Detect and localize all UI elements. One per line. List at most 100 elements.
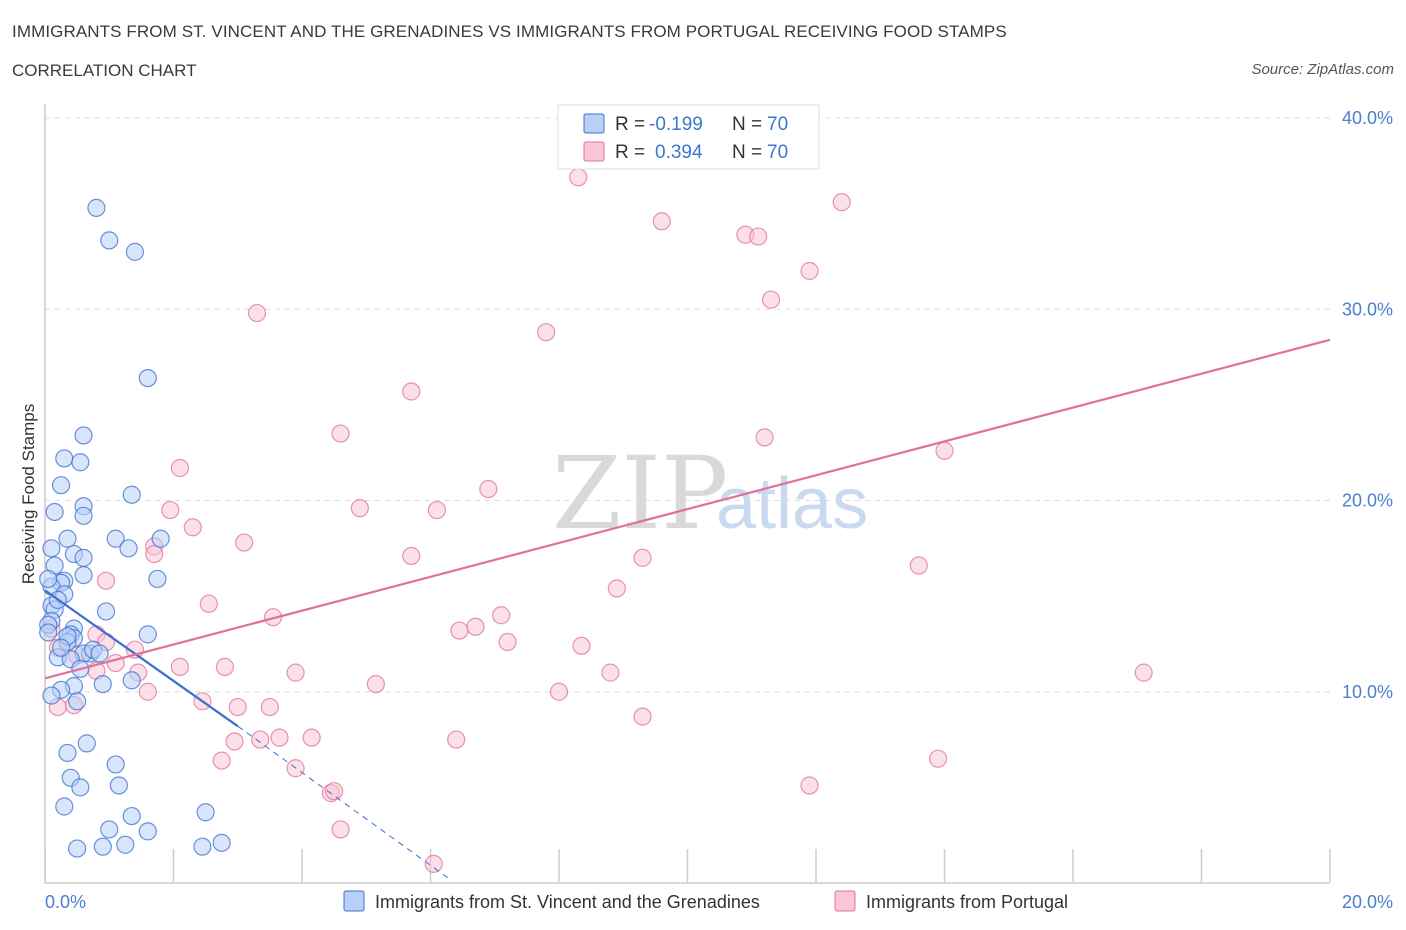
axes (44, 104, 1330, 884)
point-portugal (402, 382, 421, 401)
point-portugal (601, 663, 620, 682)
point-portugal (366, 674, 385, 694)
bottom-legend-swatch-blue (343, 890, 365, 912)
point-portugal (652, 212, 671, 231)
point-portugal (633, 548, 652, 567)
bottom-legend-swatch-pink (834, 890, 856, 912)
point-vincent (68, 839, 87, 858)
point-portugal (935, 441, 954, 460)
y-axis-label: Receiving Food Stamps (19, 404, 38, 584)
point-portugal (424, 854, 443, 873)
point-vincent (71, 453, 90, 472)
point-vincent (68, 692, 87, 711)
point-vincent (116, 835, 135, 854)
point-portugal (633, 707, 652, 726)
point-portugal (96, 571, 116, 590)
point-portugal (235, 533, 254, 552)
point-portugal (161, 500, 180, 520)
point-vincent (122, 485, 141, 504)
point-portugal (331, 820, 350, 839)
bottom-legend-label-vincent: Immigrants from St. Vincent and the Gren… (375, 892, 760, 912)
bottom-legend-label-portugal: Immigrants from Portugal (866, 892, 1068, 912)
point-vincent (55, 797, 74, 816)
y-tick-label: 20.0% (1342, 491, 1393, 511)
legend-n-value-2: 70 (767, 142, 788, 163)
point-portugal (199, 594, 218, 613)
point-vincent (138, 369, 157, 388)
correlation-legend: R = -0.199 N = 70 R = 0.394 N = 70 (557, 104, 820, 170)
legend-swatch-pink (583, 141, 605, 162)
point-vincent (42, 539, 61, 558)
gridlines (45, 117, 1330, 693)
point-vincent (45, 502, 64, 522)
y-tick-labels: 10.0% 20.0% 30.0% 40.0% (1342, 108, 1393, 702)
point-portugal (215, 657, 234, 676)
trend-line-vincent (44, 589, 239, 728)
point-vincent (122, 671, 141, 690)
watermark-zip: ZIP (552, 435, 728, 552)
point-vincent (74, 548, 93, 567)
point-portugal (447, 730, 466, 749)
x-tick-label-max: 20.0% (1342, 892, 1393, 912)
point-portugal (909, 556, 928, 575)
legend-n-value-1: 70 (767, 114, 788, 135)
series-legend: Immigrants from St. Vincent and the Gren… (343, 890, 1068, 912)
y-tick-label: 10.0% (1342, 682, 1393, 702)
legend-n-label-2: N = (732, 142, 762, 163)
point-portugal (800, 261, 819, 281)
point-portugal (427, 500, 447, 520)
point-portugal (928, 749, 948, 768)
point-portugal (302, 728, 321, 747)
point-vincent (51, 476, 71, 495)
point-portugal (549, 682, 569, 701)
point-portugal (479, 479, 498, 499)
point-portugal (170, 657, 190, 676)
point-vincent (87, 198, 106, 217)
y-tick-label: 30.0% (1342, 299, 1393, 319)
point-vincent (193, 837, 212, 856)
point-vincent (58, 743, 77, 763)
legend-r-value-1: -0.199 (649, 114, 703, 135)
point-vincent (100, 231, 119, 250)
chart-subtitle: CORRELATION CHART (12, 61, 197, 80)
point-vincent (74, 426, 93, 445)
point-portugal (350, 499, 369, 518)
point-portugal (247, 303, 267, 323)
point-vincent (138, 625, 157, 644)
series-vincent-points (39, 198, 231, 858)
trend-line-vincent-extension (237, 725, 451, 880)
point-portugal (466, 617, 485, 636)
point-vincent (196, 803, 215, 822)
point-portugal (183, 518, 202, 537)
point-portugal (270, 728, 289, 747)
legend-r-label-1: R = (615, 114, 645, 135)
point-portugal (145, 544, 164, 564)
legend-swatch-blue (583, 113, 605, 134)
point-portugal (225, 732, 244, 751)
point-portugal (286, 663, 305, 682)
watermark-atlas: atlas (716, 464, 868, 544)
point-vincent (122, 806, 141, 826)
point-portugal (800, 776, 819, 795)
point-vincent (71, 778, 90, 797)
point-portugal (1134, 663, 1153, 682)
point-portugal (749, 227, 768, 246)
legend-n-label-1: N = (732, 114, 762, 135)
x-tick-label-min: 0.0% (45, 892, 86, 912)
point-vincent (119, 539, 138, 558)
point-vincent (74, 565, 93, 585)
point-vincent (42, 686, 61, 705)
point-vincent (109, 776, 128, 795)
point-portugal (450, 621, 469, 640)
point-portugal (755, 428, 774, 447)
legend-r-value-2: 0.394 (655, 142, 703, 163)
point-vincent (93, 674, 112, 694)
point-vincent (90, 644, 109, 663)
trend-line-portugal (44, 338, 1331, 680)
source-label: Source: ZipAtlas.com (1251, 61, 1394, 78)
point-portugal (228, 697, 247, 717)
point-vincent (148, 569, 167, 589)
point-portugal (260, 697, 279, 717)
point-portugal (492, 606, 511, 625)
